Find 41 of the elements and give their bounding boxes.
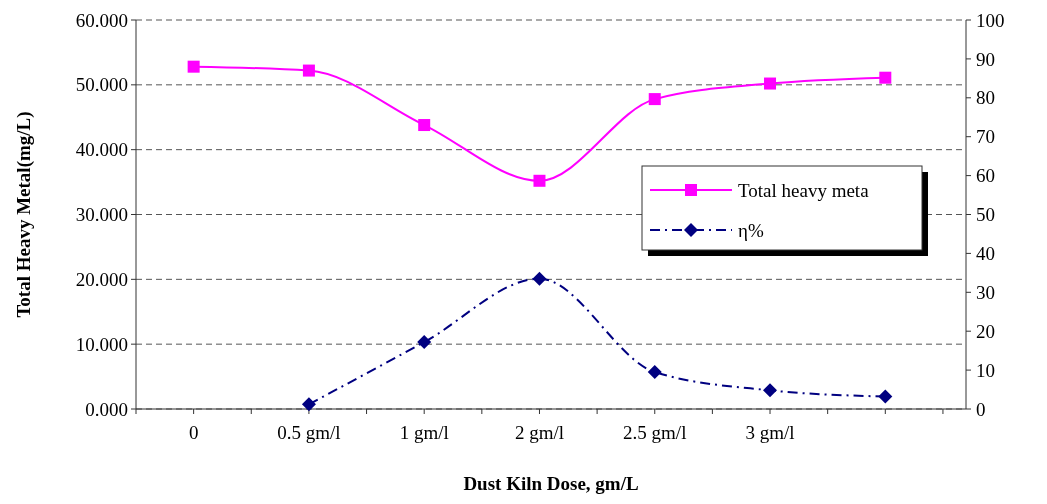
y-tick-label: 50.000 <box>75 74 128 96</box>
point <box>532 271 547 286</box>
x-tick-label: 0.5 gm/l <box>277 422 341 443</box>
point <box>764 77 777 90</box>
x-tick-label: 3 gm/l <box>745 422 795 443</box>
x-tick-label: 0 <box>188 422 199 443</box>
point <box>301 397 316 412</box>
x-tick-label: 1 gm/l <box>399 422 449 443</box>
y2-tick-label: 10 <box>976 359 995 381</box>
y2-tick-label: 40 <box>976 243 995 265</box>
y2-tick-label: 50 <box>976 204 995 226</box>
point <box>302 64 315 77</box>
point <box>878 389 893 404</box>
x-tick-label: 2 gm/l <box>514 422 565 443</box>
y2-tick-label: 60 <box>976 165 995 187</box>
y-tick-label: 0.000 <box>85 398 128 420</box>
legend-label: η% <box>738 219 764 241</box>
point <box>879 71 892 84</box>
y2-tick-label: 30 <box>976 281 995 303</box>
point <box>647 365 662 380</box>
y-tick-label: 20.000 <box>75 268 128 290</box>
point <box>533 174 546 187</box>
point <box>187 60 200 73</box>
y-tick-label: 30.000 <box>75 204 128 226</box>
y2-tick-label: 100 <box>976 9 1005 31</box>
point <box>763 383 778 398</box>
y2-tick-label: 80 <box>976 87 995 109</box>
y-tick-label: 40.000 <box>75 139 128 161</box>
y2-tick-label: 20 <box>976 320 995 342</box>
y2-tick-label: 90 <box>976 48 995 70</box>
y-tick-label: 60.000 <box>75 9 128 31</box>
y2-tick-label: 70 <box>976 126 995 148</box>
x-axis-title: Dust Kiln Dose, gm/L <box>463 473 639 494</box>
y2-tick-label: 0 <box>976 398 986 420</box>
point <box>417 335 432 350</box>
y-axis-title: Total Heavy Metal(mg/L) <box>13 111 35 318</box>
point <box>648 93 661 106</box>
point <box>418 119 431 132</box>
y-tick-label: 10.000 <box>75 333 128 355</box>
x-tick-label: 2.5 gm/l <box>623 422 687 443</box>
legend-label: Total heavy meta <box>738 179 870 201</box>
